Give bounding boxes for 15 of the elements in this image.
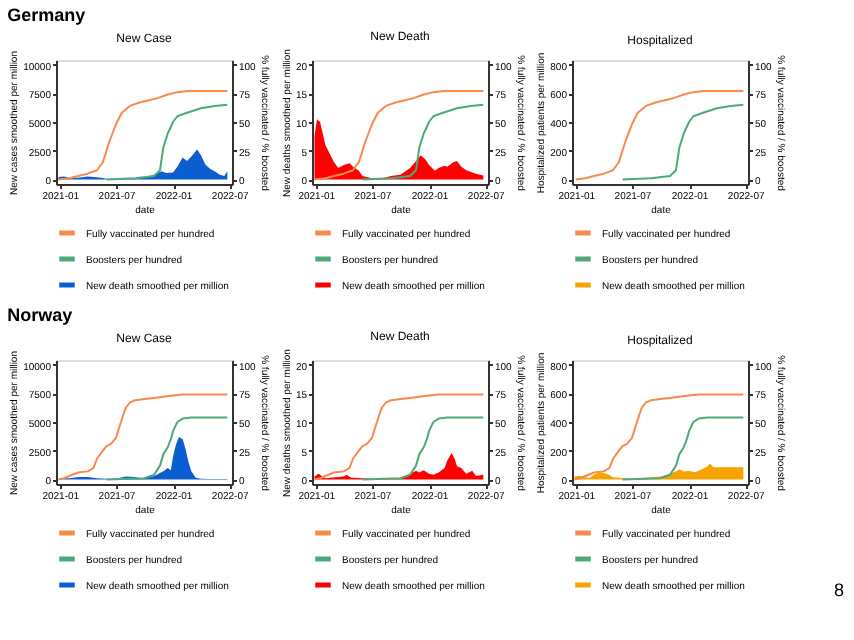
line-series: [574, 90, 745, 181]
text: 8: [833, 580, 844, 600]
line-series: [57, 393, 229, 481]
line-series: [57, 90, 229, 181]
line-series: [313, 393, 485, 481]
line-series: [361, 103, 485, 181]
line-series: [621, 416, 745, 481]
line-series: [313, 90, 485, 181]
line-series: [621, 103, 745, 181]
text: Germany: [7, 5, 86, 26]
line-series: [573, 393, 745, 481]
line-series: [105, 103, 229, 181]
text: Norway: [7, 305, 73, 326]
line-series: [361, 416, 485, 481]
line-series: [105, 416, 229, 481]
